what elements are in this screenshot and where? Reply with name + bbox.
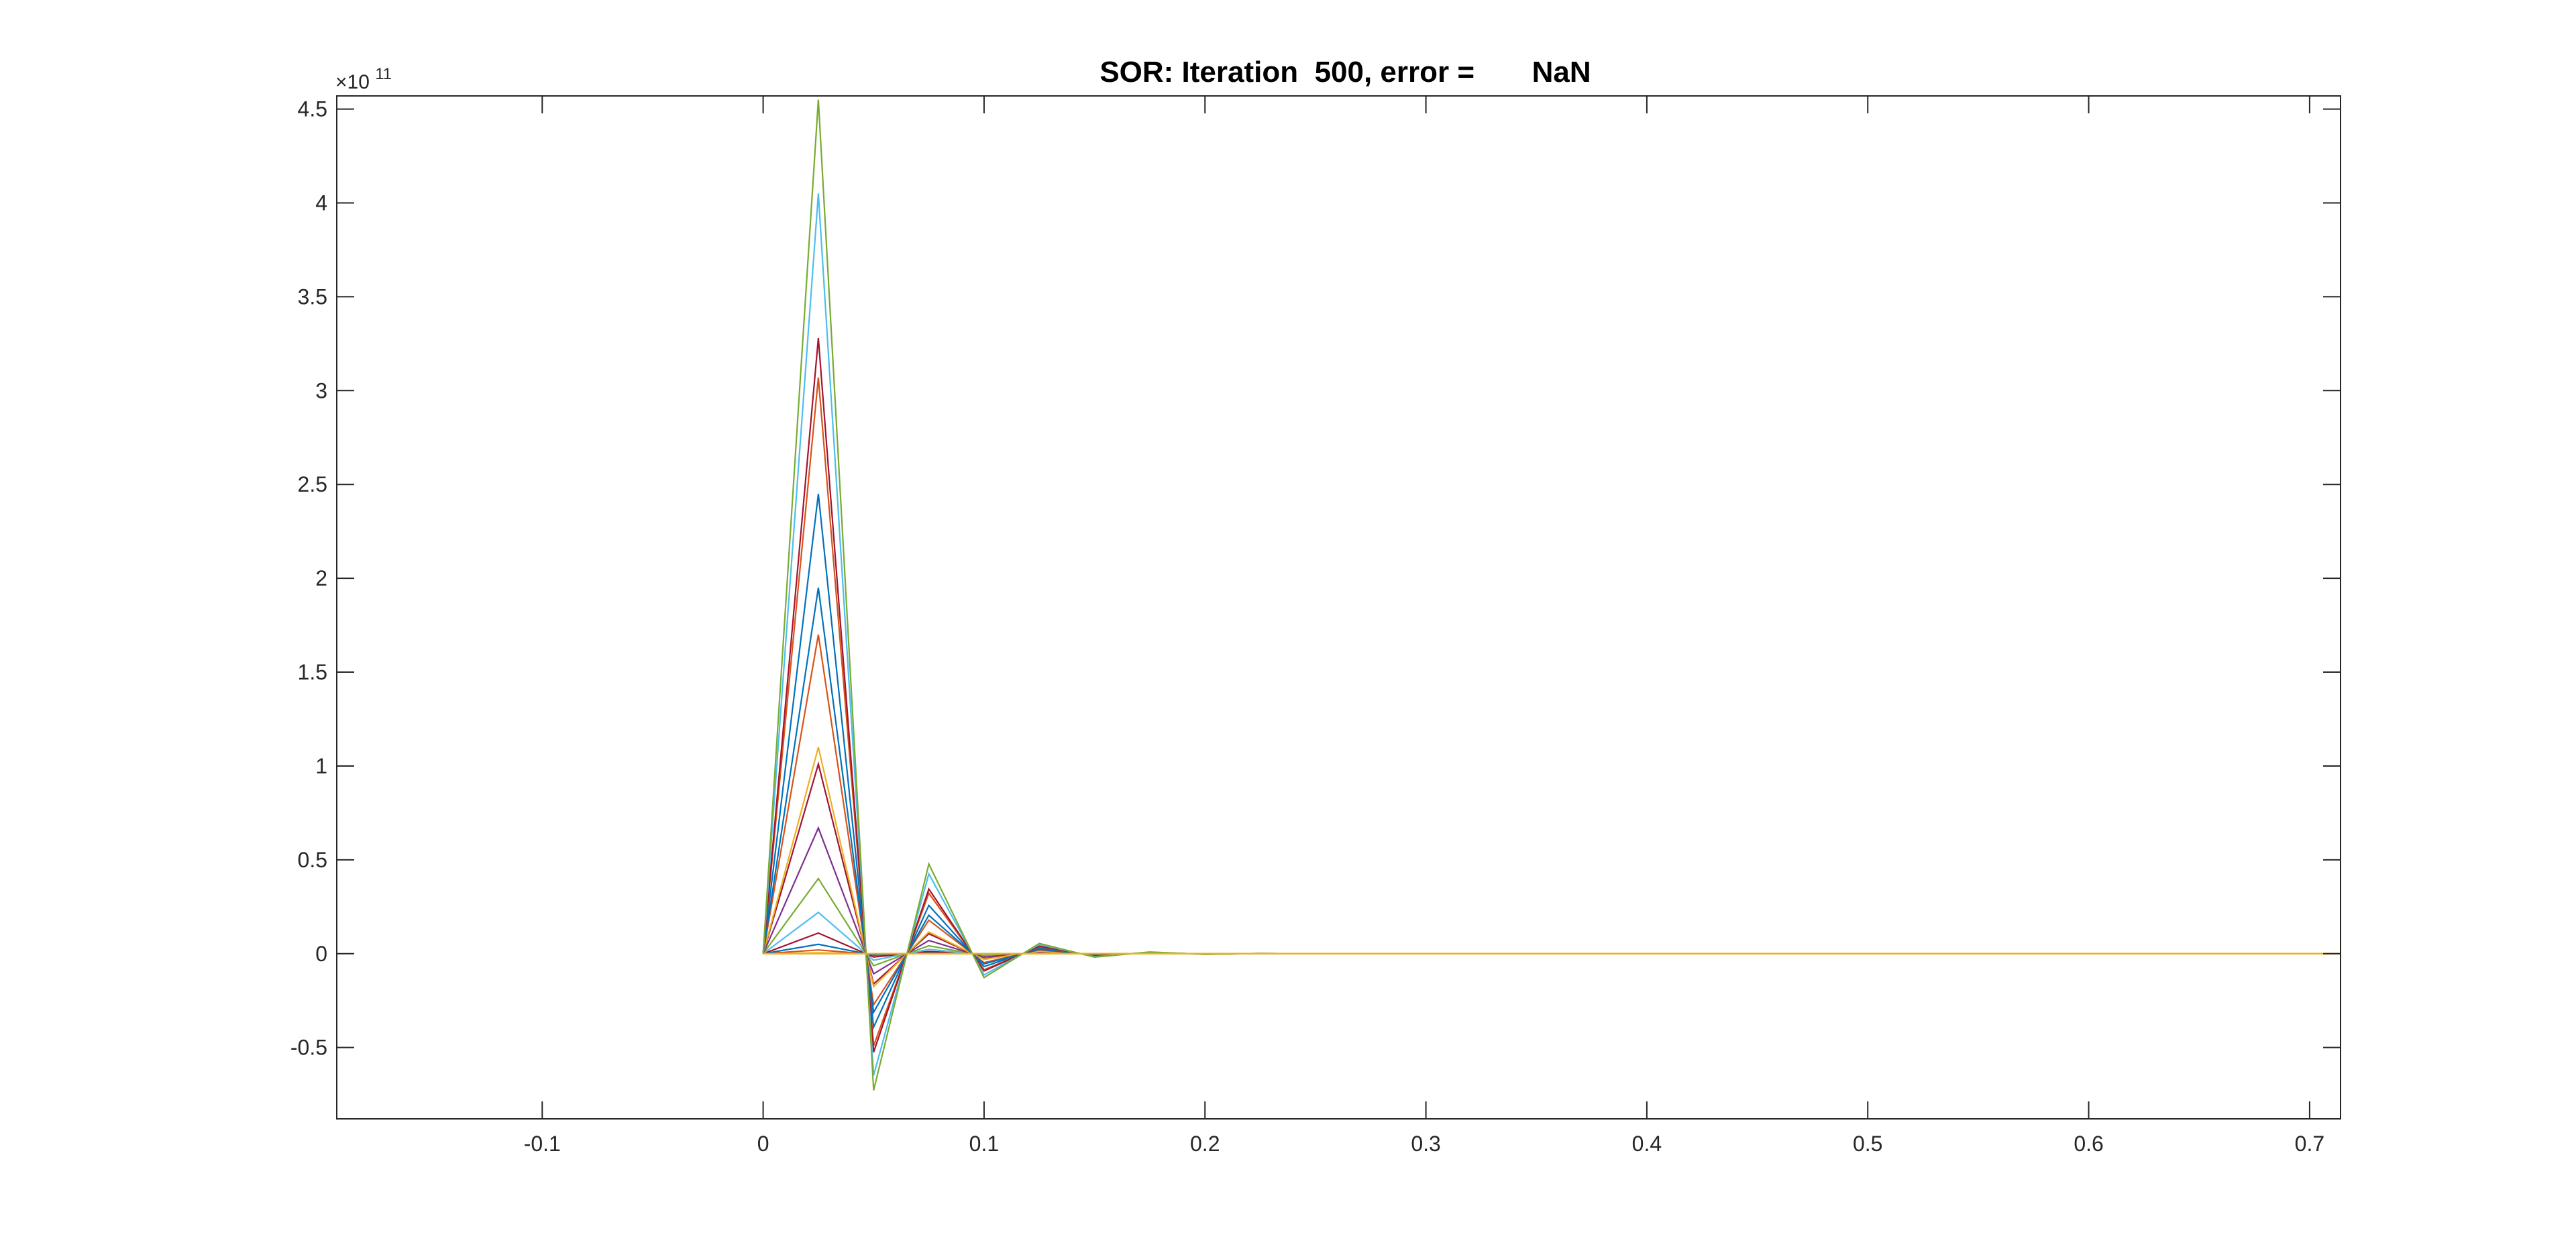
x-tick-label: -0.1 <box>524 1132 561 1156</box>
y-tick-label: 2 <box>315 566 327 590</box>
y-tick-label: 1.5 <box>298 660 327 684</box>
x-tick-label: 0 <box>757 1132 769 1156</box>
y-tick-label: 4 <box>315 190 327 215</box>
chart-title: SOR: Iteration 500, error = NaN <box>1099 56 1591 89</box>
y-axis-exponent-power: 11 <box>375 65 392 83</box>
series-layer <box>762 99 2341 1091</box>
axes-box <box>336 95 2341 1120</box>
y-tick-label: 1 <box>315 754 327 778</box>
y-tick-label: 3 <box>315 378 327 402</box>
x-tick-label: 0.1 <box>969 1132 999 1156</box>
y-tick-label: 0 <box>315 942 327 966</box>
y-tick-label: 4.5 <box>298 97 327 121</box>
axes-layer: -0.1 0 0.1 0.2 0.3 0.4 0.5 0.6 0.7 -0.5 0 0.5 1 1.5 2 2… <box>290 95 2341 1156</box>
y-tick-label: -0.5 <box>290 1036 327 1060</box>
x-tick-label: 0.2 <box>1190 1132 1220 1156</box>
x-tick-label: 0.6 <box>2074 1132 2103 1156</box>
y-axis-exponent: ×10 11 <box>335 65 392 93</box>
y-axis-exponent-base: ×10 <box>335 71 370 93</box>
x-tick-label: 0.5 <box>1853 1132 1882 1156</box>
x-tick-label: 0.3 <box>1411 1132 1440 1156</box>
x-tick-label: 0.4 <box>1632 1132 1662 1156</box>
plot-area <box>337 96 2341 1119</box>
y-tick-label: 2.5 <box>298 472 327 496</box>
y-tick-label: 3.5 <box>298 284 327 309</box>
y-tick-label: 0.5 <box>298 848 327 872</box>
x-tick-label: 0.7 <box>2295 1132 2324 1156</box>
